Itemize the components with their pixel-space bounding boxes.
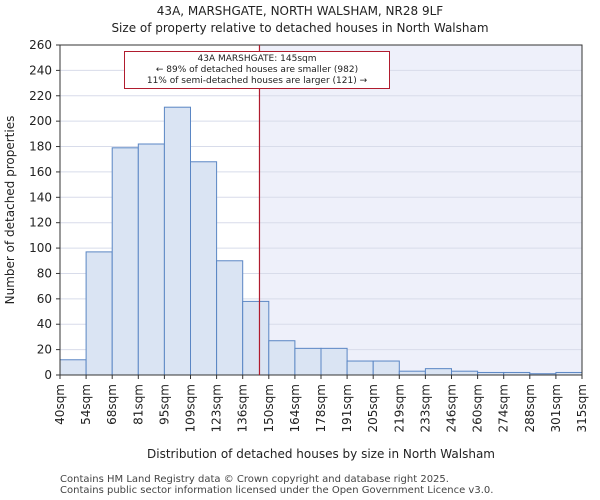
y-tick-label: 40	[37, 317, 52, 331]
bar	[346, 360, 374, 376]
bar	[190, 161, 218, 376]
property-annotation: 43A MARSHGATE: 145sqm ← 89% of detached …	[124, 51, 390, 89]
y-tick-label: 240	[29, 63, 52, 77]
y-tick-label: 200	[29, 114, 52, 128]
y-tick-label: 60	[37, 292, 52, 306]
larger-region-shade	[259, 45, 582, 375]
bar	[242, 300, 270, 376]
y-tick-label: 80	[37, 266, 52, 280]
footer-licence: Contains public sector information licen…	[60, 485, 494, 496]
annotation-line-larger: 11% of semi-detached houses are larger (…	[146, 76, 368, 86]
x-tick-label: 219sqm	[392, 384, 406, 432]
bar	[59, 359, 87, 376]
y-tick-label: 140	[29, 190, 52, 204]
y-tick-label: 100	[29, 241, 52, 255]
bar	[216, 260, 244, 376]
y-tick-label: 0	[44, 368, 52, 382]
x-tick-label: 54sqm	[79, 384, 93, 425]
x-tick-label: 301sqm	[549, 384, 563, 432]
chart-title-address: 43A, MARSHGATE, NORTH WALSHAM, NR28 9LF	[156, 4, 444, 18]
x-tick-label: 260sqm	[471, 384, 485, 432]
x-tick-label: 40sqm	[53, 384, 67, 425]
y-tick-label: 120	[29, 216, 52, 230]
annotation-line-property: 43A MARSHGATE: 145sqm	[197, 54, 317, 64]
x-tick-label: 164sqm	[288, 384, 302, 432]
bar	[85, 251, 113, 376]
x-tick-label: 315sqm	[575, 384, 589, 432]
bar	[451, 370, 479, 376]
x-tick-label: 81sqm	[131, 384, 145, 425]
bar	[111, 147, 139, 376]
y-axis-label: Number of detached properties	[3, 116, 17, 305]
y-tick-label: 220	[29, 89, 52, 103]
y-tick-label: 180	[29, 140, 52, 154]
bar	[163, 106, 191, 376]
x-tick-label: 68sqm	[105, 384, 119, 425]
bar	[372, 360, 400, 376]
bar	[398, 370, 426, 376]
x-tick-label: 95sqm	[157, 384, 171, 425]
bar	[294, 347, 322, 376]
x-tick-label: 288sqm	[523, 384, 537, 432]
bar	[268, 340, 296, 376]
bar	[320, 347, 348, 376]
x-tick-label: 274sqm	[497, 384, 511, 432]
x-tick-label: 123sqm	[210, 384, 224, 432]
bar	[137, 143, 165, 376]
y-tick-label: 20	[37, 343, 52, 357]
x-axis-label: Distribution of detached houses by size …	[147, 447, 495, 461]
y-tick-label: 160	[29, 165, 52, 179]
annotation-line-smaller: ← 89% of detached houses are smaller (98…	[155, 65, 359, 75]
x-tick-label: 233sqm	[418, 384, 432, 432]
footer-copyright: Contains HM Land Registry data © Crown c…	[60, 474, 449, 485]
chart-title: Size of property relative to detached ho…	[111, 21, 489, 35]
x-tick-label: 246sqm	[445, 384, 459, 432]
x-tick-label: 191sqm	[340, 384, 354, 432]
y-tick-label: 260	[29, 38, 52, 52]
x-tick-label: 109sqm	[184, 384, 198, 432]
x-tick-label: 178sqm	[314, 384, 328, 432]
x-tick-label: 136sqm	[236, 384, 250, 432]
x-tick-label: 150sqm	[262, 384, 276, 432]
x-tick-label: 205sqm	[366, 384, 380, 432]
bar	[424, 368, 452, 376]
